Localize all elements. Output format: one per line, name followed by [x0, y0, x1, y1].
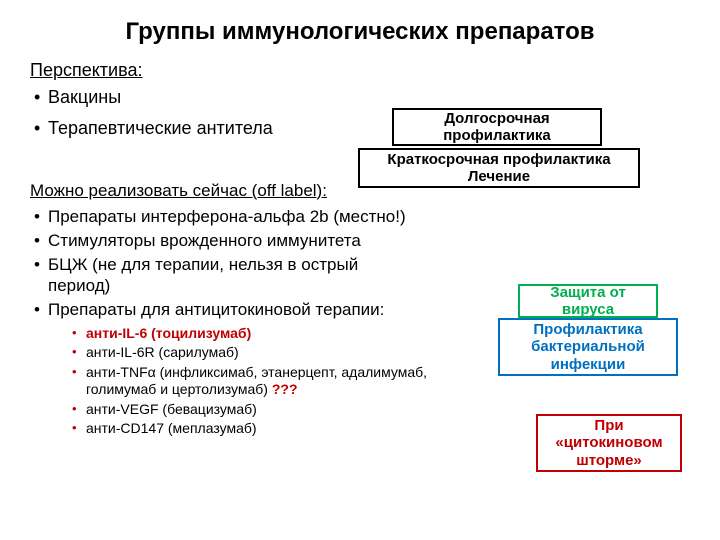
- list-item: Вакцины: [30, 87, 420, 108]
- sub-list-item: анти-VEGF (бевацизумаб): [70, 401, 450, 419]
- box-short-term: Краткосрочная профилактика Лечение: [358, 148, 640, 188]
- section1-heading: Перспектива:: [30, 60, 420, 81]
- list-item: Терапевтические антитела: [30, 118, 420, 139]
- section1-list: Вакцины Терапевтические антитела: [30, 87, 420, 139]
- sub-list-item: анти-CD147 (меплазумаб): [70, 420, 450, 438]
- list-item: Препараты интерферона-альфа 2b (местно!): [30, 207, 460, 227]
- box-label: Защита от вируса: [526, 284, 650, 319]
- list-item: БЦЖ (не для терапии, нельзя в острый пер…: [30, 255, 380, 296]
- list-item: Препараты для антицитокиновой терапии: а…: [30, 300, 460, 437]
- sub-list-item: анти-IL-6R (сарилумаб): [70, 344, 450, 362]
- box-virus-protection: Защита от вируса: [518, 284, 658, 318]
- slide-title: Группы иммунологических препаратов: [30, 18, 690, 46]
- sub-list-item: анти-IL-6 (тоцилизумаб): [70, 325, 450, 343]
- section-now: Можно реализовать сейчас (off label): Пр…: [30, 181, 460, 438]
- sub-list: анти-IL-6 (тоцилизумаб)анти-IL-6R (сарил…: [48, 325, 460, 438]
- section2-list: Препараты интерферона-альфа 2b (местно!)…: [30, 207, 460, 438]
- box-bacterial-prevention: Профилактика бактериальной инфекции: [498, 318, 678, 376]
- section-perspective: Перспектива: Вакцины Терапевтические ант…: [30, 60, 420, 139]
- list-item: Стимуляторы врожденного иммунитета: [30, 231, 460, 251]
- box-long-term: Долгосрочная профилактика: [392, 108, 602, 146]
- slide: Группы иммунологических препаратов Персп…: [0, 0, 720, 540]
- box-label: Краткосрочная профилактика Лечение: [366, 151, 632, 186]
- list-item-label: Препараты для антицитокиновой терапии:: [48, 300, 384, 319]
- box-cytokine-storm: При «цитокиновом шторме»: [536, 414, 682, 472]
- box-label: При «цитокиновом шторме»: [544, 417, 674, 469]
- sub-list-item: анти-TNFα (инфликсимаб, этанерцепт, адал…: [70, 364, 450, 399]
- box-label: Профилактика бактериальной инфекции: [506, 321, 670, 373]
- box-label: Долгосрочная профилактика: [400, 110, 594, 145]
